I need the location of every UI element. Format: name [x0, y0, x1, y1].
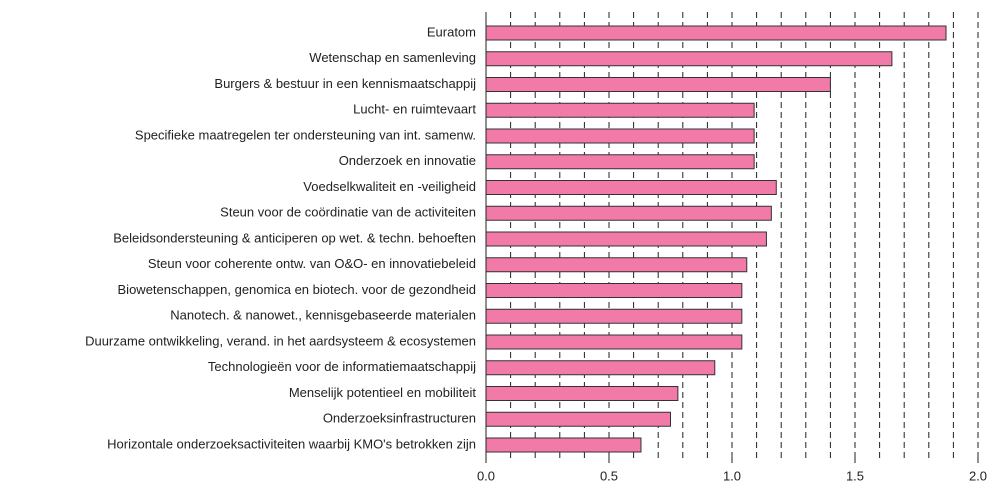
y-tick-label: Beleidsondersteuning & anticiperen op we…	[113, 230, 476, 245]
bar	[485, 154, 755, 170]
y-tick-label: Burgers & bestuur in een kennismaatschap…	[214, 76, 476, 91]
bar	[485, 308, 743, 324]
y-tick-label: Lucht- en ruimtevaart	[353, 102, 476, 117]
bar	[485, 257, 748, 273]
x-tick-label: 0.5	[600, 468, 618, 483]
y-tick-label: Euratom	[427, 24, 476, 39]
y-tick-label: Technologieën voor de informatiemaatscha…	[208, 359, 476, 374]
y-tick-label: Steun voor de coördinatie van de activit…	[220, 205, 476, 220]
bar	[485, 180, 777, 195]
y-tick-label: Menselijk potentieel en mobiliteit	[289, 385, 477, 400]
y-tick-label: Onderzoeksinfrastructuren	[323, 411, 476, 426]
bar	[485, 25, 947, 41]
y-tick-label: Nanotech. & nanowet., kennisgebaseerde m…	[170, 308, 476, 323]
bar	[485, 437, 642, 453]
y-tick-label: Steun voor coherente ontw. van O&O- en i…	[148, 256, 476, 271]
y-tick-label: Horizontale onderzoeksactiviteiten waarb…	[107, 436, 476, 451]
bar	[485, 128, 755, 144]
y-tick-label: Onderzoek en innovatie	[339, 153, 476, 168]
bar	[485, 102, 755, 118]
x-tick-label: 1.5	[846, 468, 864, 483]
x-tick-label: 0.0	[477, 468, 495, 483]
bar	[485, 205, 772, 221]
bar	[485, 283, 743, 298]
x-tick-label: 1.0	[723, 468, 741, 483]
bar	[485, 231, 767, 247]
bar	[485, 386, 679, 401]
y-tick-label: Specifieke maatregelen ter ondersteuning…	[135, 127, 476, 142]
bar	[485, 360, 716, 376]
bar	[485, 334, 743, 350]
y-tick-label: Voedselkwaliteit en -veiligheid	[303, 179, 476, 194]
bar	[485, 77, 831, 92]
x-tick-label: 2.0	[969, 468, 987, 483]
bar	[485, 411, 671, 427]
y-tick-label: Wetenschap en samenleving	[309, 50, 476, 65]
y-tick-label: Duurzame ontwikkeling, verand. in het aa…	[85, 333, 476, 348]
bar	[485, 51, 893, 67]
y-tick-label: Biowetenschappen, genomica en biotech. v…	[118, 282, 476, 297]
